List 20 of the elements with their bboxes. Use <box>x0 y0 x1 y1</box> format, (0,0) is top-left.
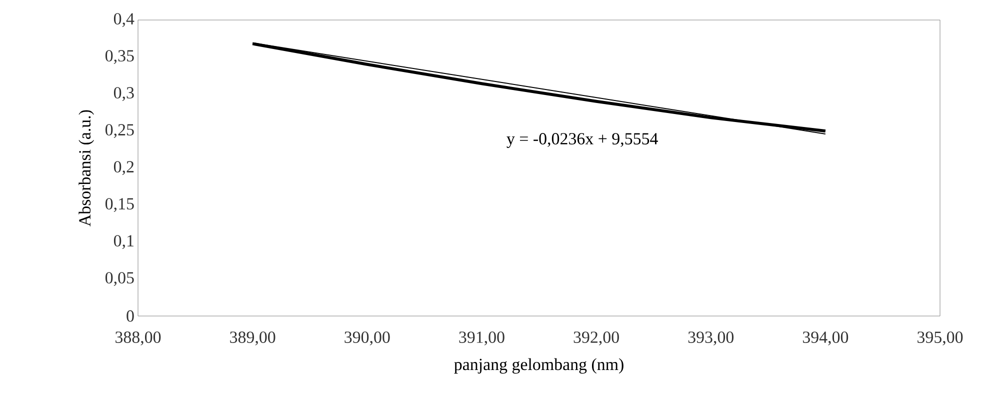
y-tick-label: 0,15 <box>105 198 134 212</box>
x-tick-label: 395,00 <box>918 332 963 346</box>
x-tick-label: 388,00 <box>116 332 161 346</box>
x-tick-label: 390,00 <box>344 332 390 346</box>
y-tick-label: 0,2 <box>114 161 134 175</box>
y-tick-label: 0 <box>126 310 134 322</box>
x-tick-label: 391,00 <box>459 332 504 346</box>
x-tick-label: 393,00 <box>688 332 734 346</box>
x-tick-label: 389,00 <box>230 332 276 346</box>
y-tick-label: 0,1 <box>114 235 134 249</box>
y-tick-label: 0,35 <box>105 50 134 64</box>
x-tick-label: 392,00 <box>574 332 619 346</box>
annotation: y = -0,0236x + 9,5554 <box>506 133 658 148</box>
y-tick-label: 0,3 <box>114 87 134 101</box>
x-tick-label: 394,00 <box>802 332 848 346</box>
y-tick-label: 0,4 <box>114 13 134 27</box>
y-tick-label: 0,25 <box>105 124 134 138</box>
y-tick-label: 0,05 <box>105 272 134 286</box>
y-axis-title: Absorbansi (a.u.) <box>78 110 94 226</box>
x-axis-title: panjang gelombang (nm) <box>454 358 624 374</box>
